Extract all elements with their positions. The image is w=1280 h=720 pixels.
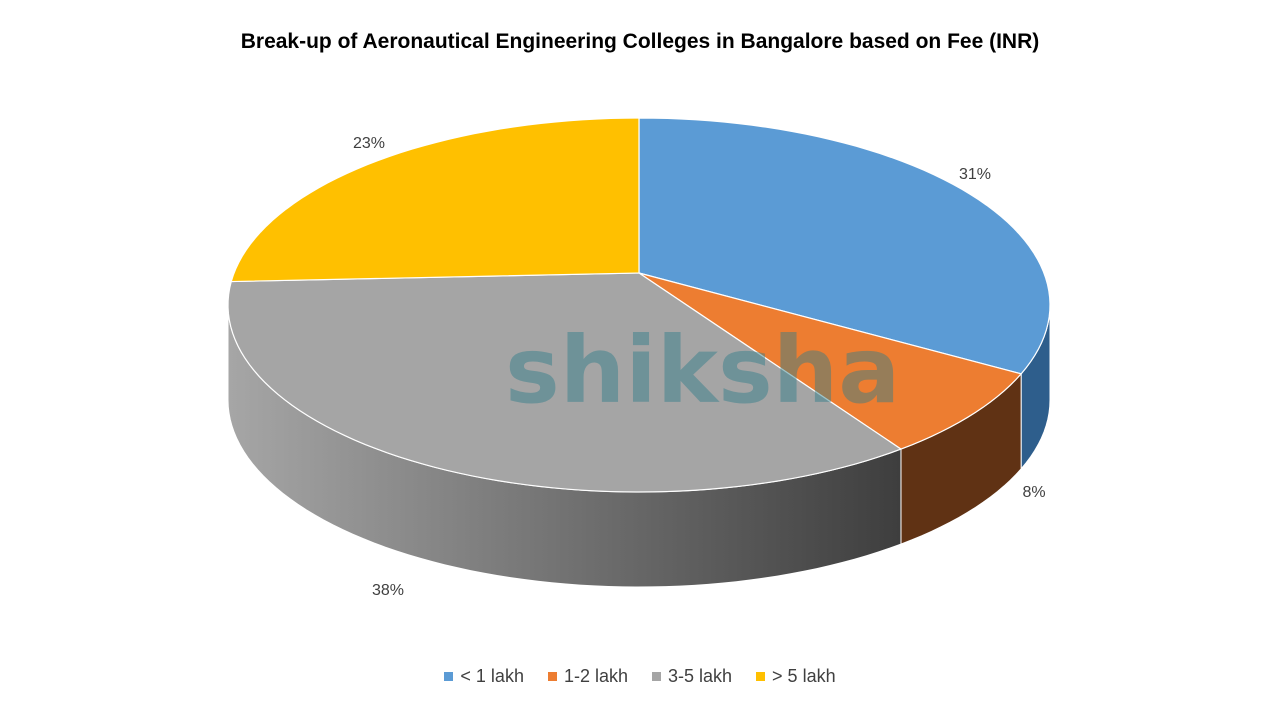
pie-slice-1[interactable] xyxy=(638,272,1023,450)
legend-label: > 5 lakh xyxy=(772,666,836,686)
legend-item: 3-5 lakh xyxy=(652,666,732,687)
legend-label: < 1 lakh xyxy=(460,666,524,686)
pie-slice-0[interactable] xyxy=(638,117,1051,375)
watermark-text: shiksha xyxy=(505,317,900,424)
data-label-1: 8% xyxy=(1022,484,1045,501)
data-label-2: 38% xyxy=(372,582,404,599)
legend-label: 1-2 lakh xyxy=(563,666,628,686)
legend-swatch xyxy=(547,672,557,681)
legend-swatch xyxy=(444,672,454,681)
chart-title: Break-up of Aeronautical Engineering Col… xyxy=(240,30,1040,53)
legend-swatch xyxy=(756,672,766,681)
legend-item: 1-2 lakh xyxy=(547,666,628,687)
pie-slice-2[interactable] xyxy=(227,272,903,493)
legend-label: 3-5 lakh xyxy=(668,666,733,686)
data-label-0: 31% xyxy=(959,166,991,183)
legend-item: > 5 lakh xyxy=(756,666,836,687)
pie-slice-3[interactable] xyxy=(230,117,640,283)
legend: < 1 lakh 1-2 lakh 3-5 lakh > 5 lakh xyxy=(0,666,1280,687)
legend-item: < 1 lakh xyxy=(444,666,524,687)
legend-swatch xyxy=(652,672,661,681)
data-label-3: 23% xyxy=(353,135,385,152)
